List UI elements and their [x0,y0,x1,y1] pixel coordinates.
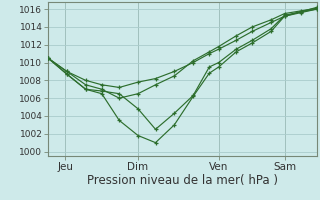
X-axis label: Pression niveau de la mer( hPa ): Pression niveau de la mer( hPa ) [87,174,278,187]
